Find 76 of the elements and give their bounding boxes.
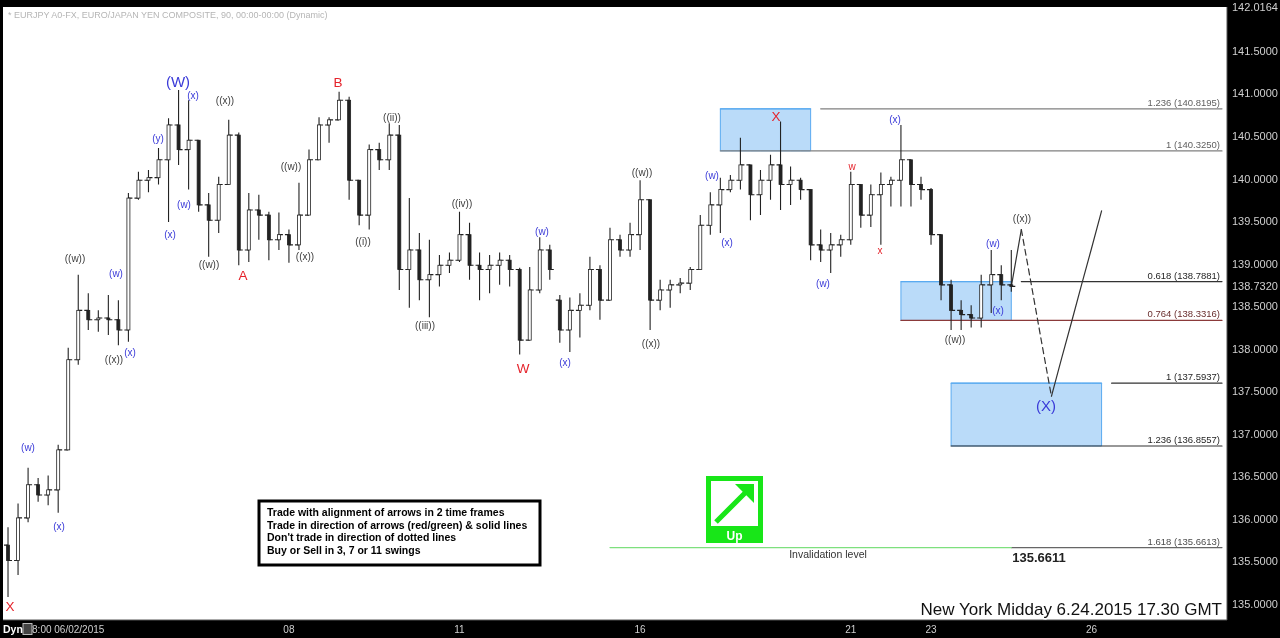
annotation: ((x)) <box>295 250 315 262</box>
annotation: X <box>771 108 781 124</box>
annotation: (x) <box>559 356 571 368</box>
y-tick-label: 142.0164 <box>1232 1 1278 13</box>
annotation: X <box>5 598 15 614</box>
y-tick-label: 137.0000 <box>1232 427 1278 440</box>
annotation: Up <box>726 529 743 543</box>
data-label: 135.6611 <box>1012 549 1066 565</box>
series-label: 0.764 (138.3316) <box>1147 308 1220 320</box>
y-tick-label: 135.5000 <box>1232 555 1278 568</box>
annotation: ((ii)) <box>383 111 401 123</box>
annotation: ((w)) <box>198 258 220 270</box>
annotation: A <box>238 267 248 283</box>
y-tick-label: 140.5000 <box>1232 129 1278 142</box>
series-label: 1 (140.3250) <box>1166 138 1220 150</box>
series-label: 1.618 (135.6613) <box>1147 535 1220 547</box>
series-label: 0.618 (138.7881) <box>1147 269 1220 281</box>
annotation: (x) <box>721 236 733 248</box>
annotation: (x) <box>992 304 1004 316</box>
annotation: New York Midday 6.24.2015 17.30 GMT <box>920 600 1222 619</box>
x-tick-label: 23 <box>925 624 938 635</box>
y-tick-label: 141.0000 <box>1232 87 1278 100</box>
annotation: x <box>877 244 883 256</box>
annotation: ((w)) <box>944 333 966 345</box>
annotation: (y) <box>152 132 164 144</box>
x-tick-label: 8:00 06/02/2015 <box>32 624 105 635</box>
annotation: ((iii)) <box>415 319 435 331</box>
y-tick-label: 141.5000 <box>1232 44 1278 57</box>
y-tick-label: 139.5000 <box>1232 215 1278 228</box>
annotation: (x) <box>124 346 136 358</box>
y-tick-label: 138.5000 <box>1232 300 1278 313</box>
x-tick-label: 08 <box>283 624 295 635</box>
y-tick-label: 140.0000 <box>1232 172 1278 185</box>
annotation: Trade with alignment of arrows in 2 time frames Trade in direction of arrows (red/green) & solid lines Don't trade in direction of dotted lines Buy or Sell in 3, 7 or 11 swings <box>267 506 528 557</box>
annotation: (x) <box>53 520 65 532</box>
x-tick-label: 16 <box>634 624 647 635</box>
annotation: (X) <box>1036 396 1056 414</box>
annotation: (x) <box>889 113 901 125</box>
y-tick-label: 138.7320 <box>1232 280 1278 293</box>
annotation: ((x)) <box>641 337 661 349</box>
x-tick-label: 26 <box>1085 624 1098 635</box>
x-tick-label: 11 <box>454 624 466 635</box>
y-tick-label: 136.5000 <box>1232 470 1278 483</box>
annotation: (w) <box>705 169 719 181</box>
y-tick-label: 136.0000 <box>1232 512 1278 525</box>
annotation: (w) <box>535 225 549 237</box>
annotation: ((i)) <box>355 235 371 247</box>
annotation: (w) <box>21 441 35 453</box>
series-label: 1 (137.5937) <box>1166 371 1220 383</box>
annotation: ((iv)) <box>451 197 473 209</box>
annotation: ((x)) <box>215 94 235 106</box>
annotation: (w) <box>816 277 830 289</box>
annotation: W <box>516 360 530 376</box>
annotation: B <box>333 74 343 90</box>
annotation: ((x)) <box>104 353 124 365</box>
x-tick-label: 21 <box>845 624 857 635</box>
text: Dyn <box>3 623 23 635</box>
annotation: (x) <box>164 228 176 240</box>
y-tick-label: 137.5000 <box>1232 385 1278 398</box>
annotation: (x) <box>187 89 199 101</box>
annotation: w <box>847 160 857 172</box>
annotation: (w) <box>986 237 1000 249</box>
chart-title: * EURJPY A0-FX, EURO/JAPAN YEN COMPOSITE, 90, 00:00-00:00 (Dynamic) <box>8 10 328 20</box>
annotation: ((x)) <box>1012 212 1032 224</box>
y-tick-label: 138.0000 <box>1232 342 1278 355</box>
annotation: (W) <box>165 72 191 90</box>
annotation: ((w)) <box>280 160 302 172</box>
annotation: ((w)) <box>631 166 653 178</box>
y-tick-label: 139.0000 <box>1232 257 1278 270</box>
series-label: 1.236 (136.8557) <box>1147 433 1220 445</box>
annotation: ((w)) <box>64 252 86 264</box>
annotation: (w) <box>177 198 191 210</box>
annotation: Invalidation level <box>789 547 867 560</box>
y-tick-label: 135.0000 <box>1232 597 1278 610</box>
series-label: 1.236 (140.8195) <box>1147 96 1220 108</box>
annotation: (w) <box>109 267 123 279</box>
